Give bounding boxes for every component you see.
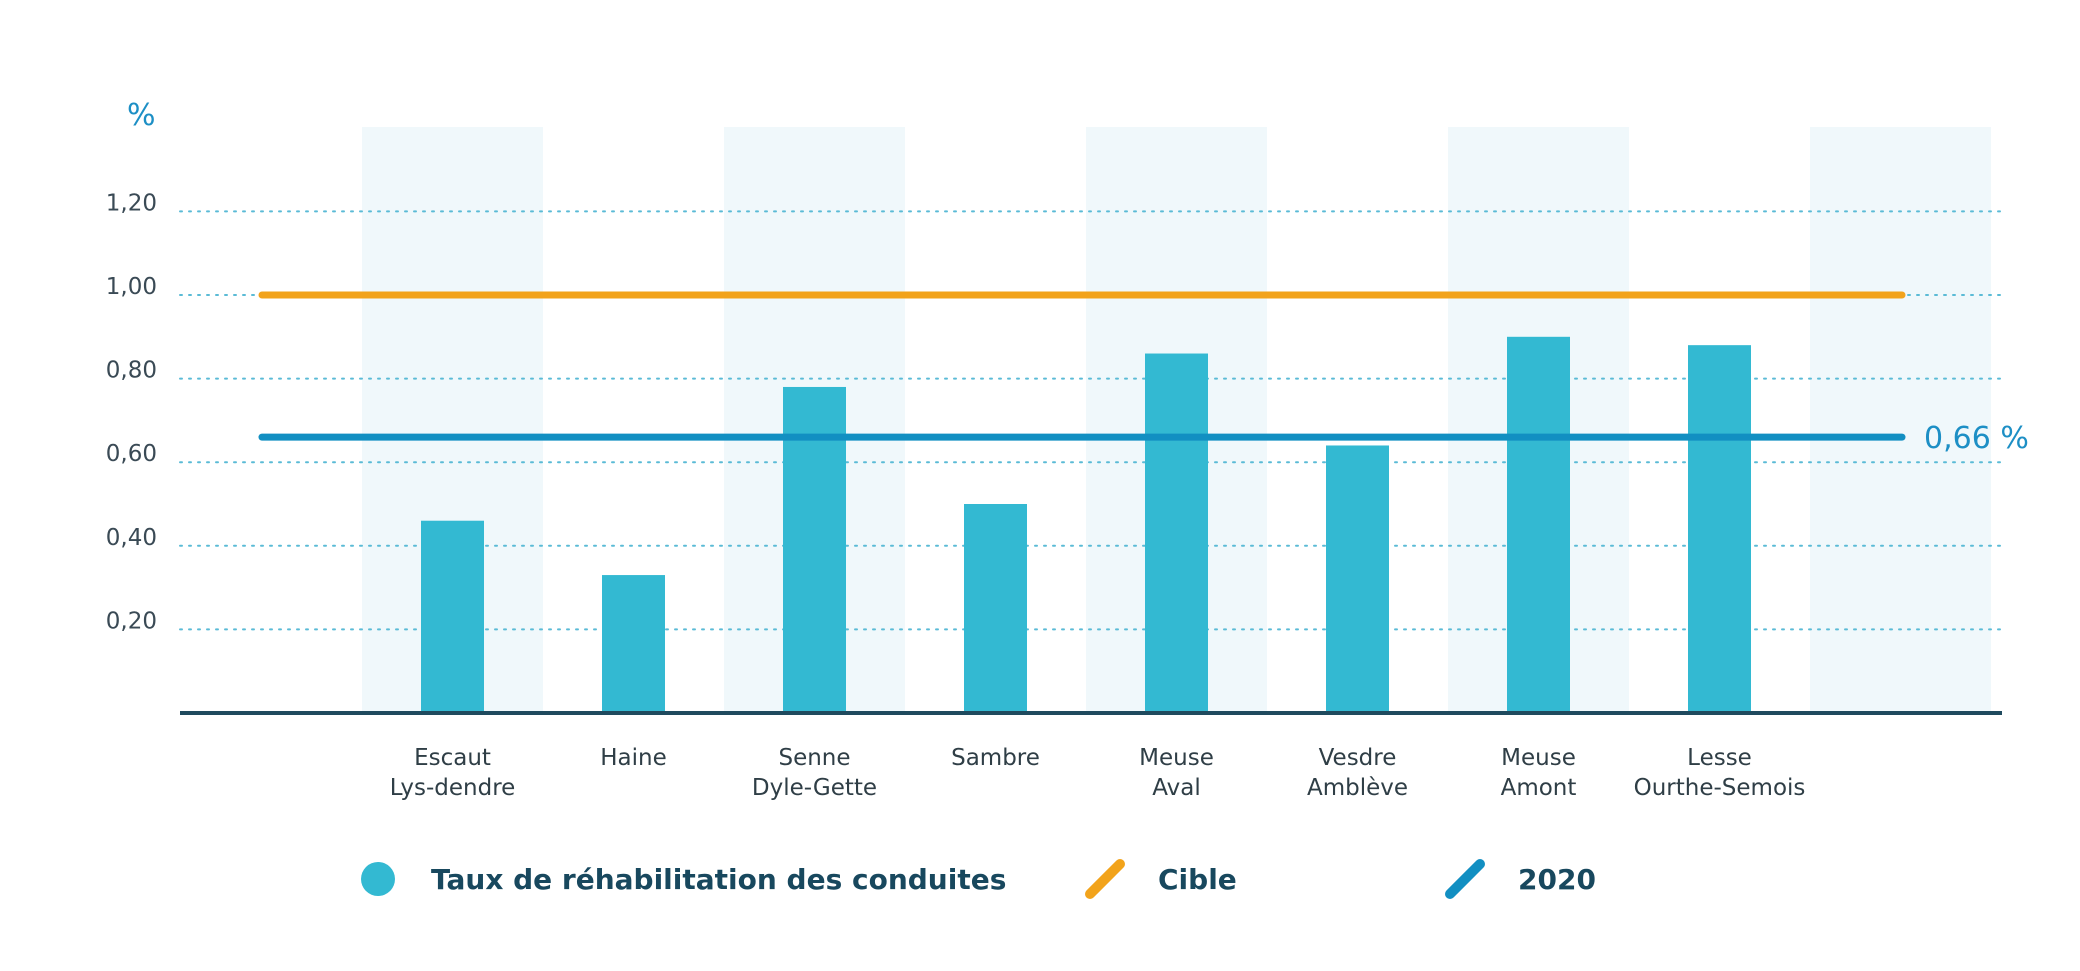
legend-label: 2020	[1518, 863, 1596, 896]
reference-lines: 0,66 %	[258, 291, 2029, 456]
y-tick-label: 0,80	[106, 358, 157, 384]
bar	[1507, 336, 1570, 713]
y-tick-label: 0,60	[106, 441, 157, 467]
category-label: Lesse Ourthe-Semois	[1634, 745, 1806, 801]
legend-label: Taux de réhabilitation des conduites	[431, 863, 1006, 896]
reference-value-label: 0,66 %	[1924, 421, 2029, 456]
legend-swatch	[361, 862, 395, 896]
category-label: Escaut Lys-dendre	[390, 745, 516, 801]
y-axis-ticks: 0,20 0,40 0,60 0,80 1,00 1,20	[106, 190, 157, 634]
category-label: Sambre	[951, 745, 1040, 771]
bar	[602, 575, 665, 713]
category-label: Haine	[600, 745, 667, 771]
legend-swatch	[1085, 859, 1125, 899]
y-tick-label: 1,20	[106, 190, 157, 216]
bar	[783, 386, 846, 713]
category-label: Meuse Amont	[1501, 745, 1577, 801]
bar	[421, 520, 484, 713]
legend-swatch	[1445, 859, 1485, 899]
category-label: Meuse Aval	[1139, 745, 1214, 801]
legend-label: Cible	[1158, 863, 1237, 896]
column-band	[1810, 127, 1991, 713]
bar	[1688, 345, 1751, 713]
y-axis-label: %	[127, 98, 156, 133]
category-label: Senne Dyle-Gette	[752, 745, 877, 801]
y-tick-label: 0,40	[106, 525, 157, 551]
bar	[1326, 445, 1389, 713]
bar	[964, 504, 1027, 713]
bar	[1145, 353, 1208, 713]
legend: Taux de réhabilitation des conduites Cibl…	[361, 859, 1596, 899]
bars	[421, 336, 1751, 713]
x-axis-categories: Escaut Lys-dendre Haine Senne Dyle-Gette Samb…	[390, 745, 1806, 801]
y-tick-label: 1,00	[106, 274, 157, 300]
y-tick-label: 0,20	[106, 608, 157, 634]
category-label: Vesdre Amblève	[1307, 745, 1408, 801]
